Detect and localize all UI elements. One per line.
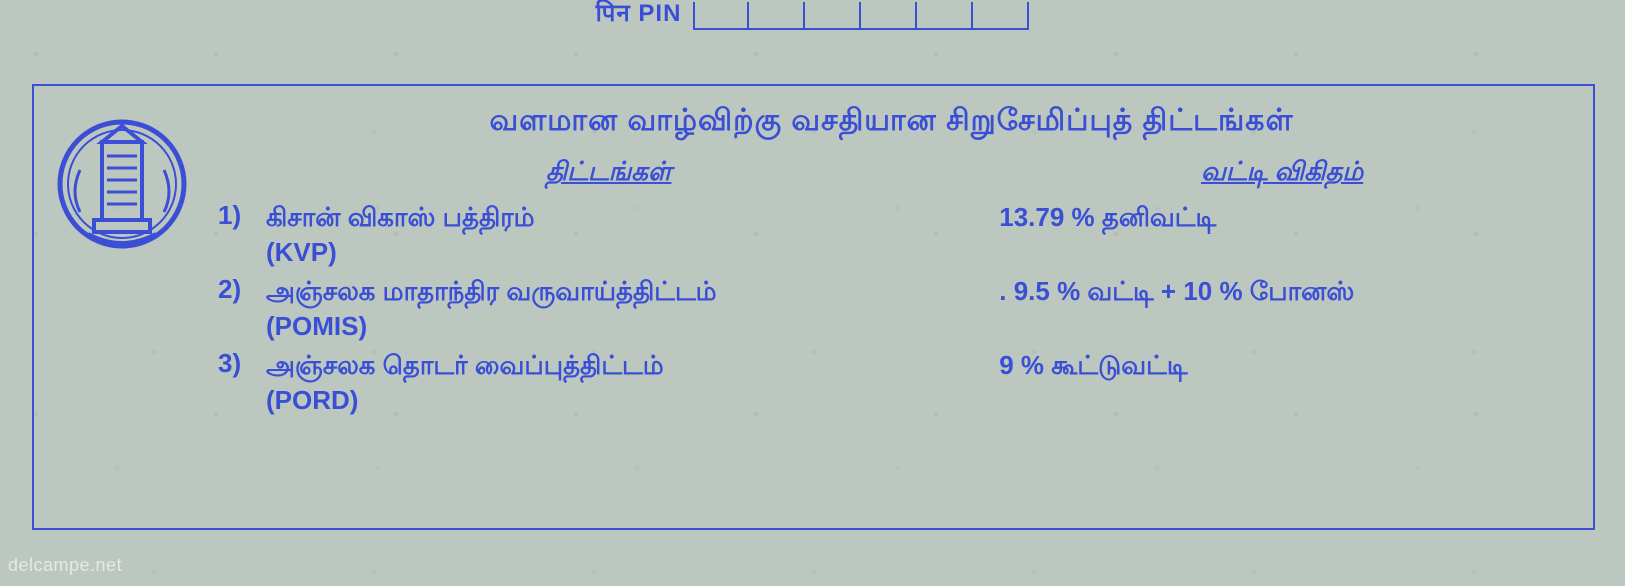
subhead-row: திட்டங்கள் வட்டி விகிதம் xyxy=(218,156,1565,190)
scheme-rate: 9 % கூட்டுவட்டி xyxy=(999,348,1565,384)
scheme-row: 1) கிசான் விகாஸ் பத்திரம் (KVP) 13.79 % … xyxy=(218,200,1565,268)
pin-row: पिन PIN xyxy=(0,2,1625,30)
scheme-code: (PORD) xyxy=(266,385,664,416)
scheme-number: 3) xyxy=(218,348,256,416)
rate-header: வட்டி விகிதம் xyxy=(1201,156,1363,186)
emblem-column xyxy=(52,104,192,516)
watermark: delcampe.net xyxy=(8,555,122,576)
scheme-name: அஞ்சலக தொடர் வைப்புத்திட்டம் xyxy=(266,348,664,383)
pin-box xyxy=(917,2,973,30)
pin-box xyxy=(973,2,1029,30)
pin-box xyxy=(861,2,917,30)
ad-heading: வளமான வாழ்விற்கு வசதியான சிறுசேமிப்புத் … xyxy=(218,104,1565,142)
scheme-name: கிசான் விகாஸ் பத்திரம் xyxy=(266,200,535,235)
pin-boxes xyxy=(693,2,1029,30)
pin-box xyxy=(693,2,749,30)
pin-box xyxy=(805,2,861,30)
pin-box xyxy=(749,2,805,30)
scheme-rate: 13.79 % தனிவட்டி xyxy=(999,200,1565,236)
scheme-code: (KVP) xyxy=(266,237,535,268)
scheme-rate: . 9.5 % வட்டி + 10 % போனஸ் xyxy=(999,274,1565,310)
scheme-name: அஞ்சலக மாதாந்திர வருவாய்த்திட்டம் xyxy=(266,274,717,309)
pin-label: पिन PIN xyxy=(596,0,682,29)
ad-frame: வளமான வாழ்விற்கு வசதியான சிறுசேமிப்புத் … xyxy=(32,84,1595,530)
scheme-number: 1) xyxy=(218,200,256,268)
ad-content: வளமான வாழ்விற்கு வசதியான சிறுசேமிப்புத் … xyxy=(218,104,1565,516)
scheme-code: (POMIS) xyxy=(266,311,717,342)
scheme-row: 2) அஞ்சலக மாதாந்திர வருவாய்த்திட்டம் (PO… xyxy=(218,274,1565,342)
schemes-header: திட்டங்கள் xyxy=(546,156,672,186)
scheme-number: 2) xyxy=(218,274,256,342)
scheme-row: 3) அஞ்சலக தொடர் வைப்புத்திட்டம் (PORD) 9… xyxy=(218,348,1565,416)
tamilnadu-emblem-icon xyxy=(52,112,192,262)
